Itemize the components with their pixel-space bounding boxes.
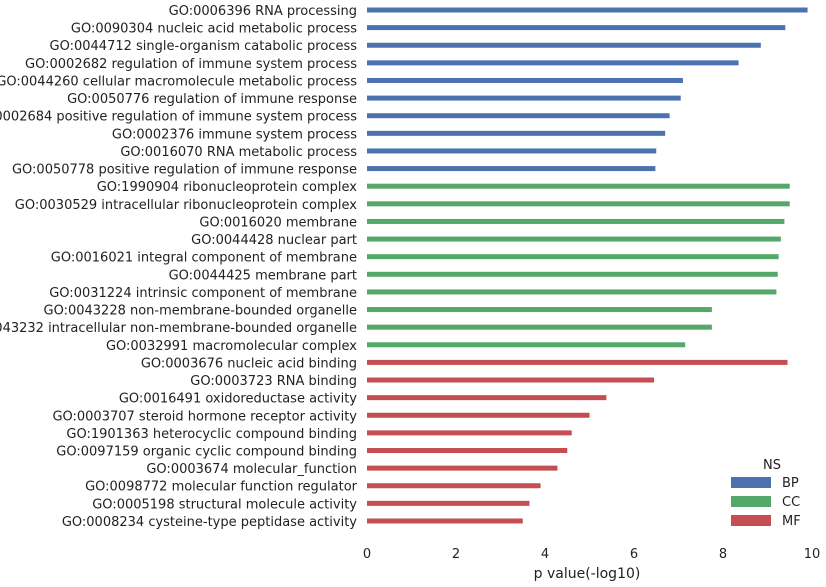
category-label: GO:1990904 ribonucleoprotein complex: [97, 180, 358, 195]
category-label: GO:0098772 molecular function regulator: [85, 480, 358, 495]
bar: [367, 60, 739, 66]
category-label: GO:0097159 organic cyclic compound bindi…: [56, 445, 357, 460]
bar: [367, 483, 541, 489]
bar: [367, 412, 590, 418]
bar: [367, 289, 777, 295]
category-label: GO:0044712 single-organism catabolic pro…: [50, 39, 358, 54]
category-label: GO:0043232 intracellular non-membrane-bo…: [0, 321, 357, 336]
category-label: GO:0050776 regulation of immune response: [67, 92, 357, 107]
bar: [367, 25, 786, 31]
category-label: GO:0002684 positive regulation of immune…: [0, 110, 357, 125]
bar: [367, 7, 808, 13]
bar: [367, 130, 666, 136]
legend-label: MF: [782, 514, 801, 529]
bar: [367, 448, 568, 453]
bars-layer: [367, 7, 808, 524]
category-label: GO:0006396 RNA processing: [169, 4, 357, 19]
category-label: GO:0044260 cellular macromolecule metabo…: [0, 74, 357, 89]
category-label: GO:1901363 heterocyclic compound binding: [66, 427, 357, 442]
category-label: GO:0031224 intrinsic component of membra…: [49, 286, 357, 301]
category-label: GO:0016021 integral component of membran…: [51, 251, 357, 266]
bar: [367, 95, 681, 101]
category-label: GO:0044425 membrane part: [169, 268, 357, 283]
category-label: GO:0043228 non-membrane-bounded organell…: [44, 304, 358, 319]
category-label: GO:0008234 cysteine-type peptidase activ…: [62, 515, 357, 530]
bar: [367, 307, 712, 313]
category-label: GO:0050778 positive regulation of immune…: [12, 163, 357, 178]
bar: [367, 395, 607, 401]
category-label: GO:0003707 steroid hormone receptor acti…: [52, 409, 357, 424]
bar: [367, 324, 712, 330]
category-label: GO:0002682 regulation of immune system p…: [25, 57, 357, 72]
bar: [367, 465, 558, 471]
bar: [367, 148, 657, 154]
bar: [367, 271, 778, 277]
category-label: GO:0032991 macromolecular complex: [106, 339, 357, 354]
category-label: GO:0016020 membrane: [199, 215, 357, 230]
bar: [367, 430, 572, 436]
category-label: GO:0016070 RNA metabolic process: [120, 145, 357, 160]
x-tick-label: 10: [804, 547, 821, 562]
legend-swatch: [731, 496, 771, 507]
legend-swatch: [731, 515, 771, 526]
legend-swatch: [731, 477, 771, 488]
legend-label: BP: [782, 476, 799, 491]
legend: NS BP CC MF: [731, 458, 801, 529]
legend-label: CC: [782, 495, 800, 510]
bar: [367, 377, 655, 383]
bar: [367, 236, 781, 242]
category-labels: GO:0006396 RNA processing GO:0090304 nucl…: [0, 4, 358, 530]
category-label: GO:0090304 nucleic acid metabolic proces…: [71, 22, 357, 37]
bar: [367, 218, 785, 224]
bar: [367, 254, 779, 260]
category-label: GO:0003674 molecular_function: [146, 462, 357, 477]
bar: [367, 359, 788, 365]
bar: [367, 342, 686, 348]
legend-title: NS: [763, 458, 781, 473]
x-tick-label: 6: [630, 547, 638, 562]
category-label: GO:0016491 oxidoreductase activity: [119, 392, 357, 407]
category-label: GO:0002376 immune system process: [112, 127, 357, 142]
bar: [367, 113, 670, 119]
bar: [367, 500, 530, 506]
category-label: GO:0003676 nucleic acid binding: [141, 356, 357, 371]
bar: [367, 166, 656, 172]
x-tick-label: 8: [719, 547, 727, 562]
bar: [367, 518, 523, 524]
bar: [367, 201, 790, 207]
bar: [367, 42, 761, 48]
category-label: GO:0003723 RNA binding: [190, 374, 357, 389]
category-label: GO:0030529 intracellular ribonucleoprote…: [15, 198, 358, 213]
category-label: GO:0005198 structural molecule activity: [92, 497, 357, 512]
x-axis: p value(-log10) 0 2 4 6 8 10: [363, 547, 820, 582]
x-tick-label: 2: [452, 547, 460, 562]
x-tick-label: 4: [541, 547, 549, 562]
category-label: GO:0044428 nuclear part: [191, 233, 357, 248]
x-tick-label: 0: [363, 547, 371, 562]
bar: [367, 183, 790, 189]
bar: [367, 77, 683, 83]
x-axis-label: p value(-log10): [534, 566, 641, 582]
